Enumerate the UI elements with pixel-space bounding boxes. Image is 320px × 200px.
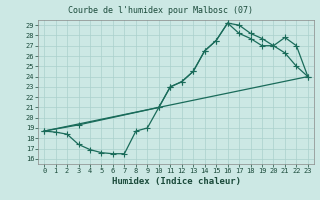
- X-axis label: Humidex (Indice chaleur): Humidex (Indice chaleur): [111, 177, 241, 186]
- Text: Courbe de l'humidex pour Malbosc (07): Courbe de l'humidex pour Malbosc (07): [68, 6, 252, 15]
